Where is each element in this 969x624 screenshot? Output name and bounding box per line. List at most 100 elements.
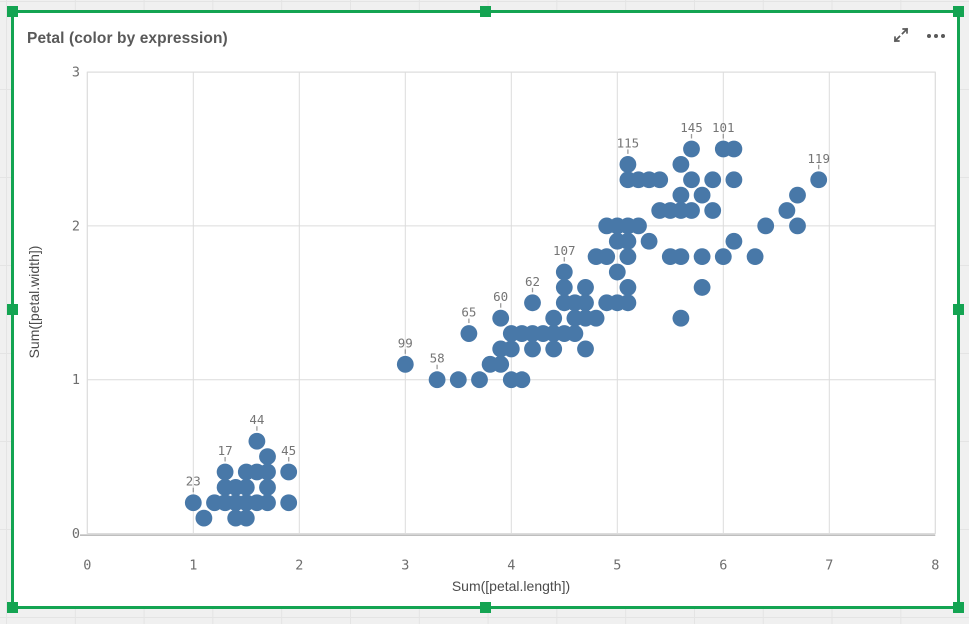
scatter-chart-object[interactable]: Petal (color by expression) (14, 13, 957, 606)
data-point[interactable] (683, 140, 700, 158)
data-point[interactable] (524, 340, 541, 358)
data-point[interactable] (555, 279, 573, 296)
point-label: 23 (186, 474, 201, 489)
resize-handle-top-right[interactable] (953, 6, 964, 17)
resize-handle-top[interactable] (480, 6, 491, 17)
expand-icon (893, 27, 909, 46)
data-point[interactable] (725, 232, 743, 250)
data-point[interactable] (587, 309, 605, 327)
data-point[interactable] (237, 478, 255, 496)
x-tick-label: 7 (825, 558, 833, 574)
data-point[interactable] (555, 263, 573, 281)
data-point[interactable] (513, 371, 531, 389)
y-tick-label: 3 (72, 65, 80, 81)
point-label: 145 (680, 120, 703, 135)
resize-handle-bottom[interactable] (480, 602, 491, 613)
data-point[interactable] (502, 340, 520, 358)
data-point[interactable] (651, 171, 669, 189)
data-point[interactable] (757, 217, 775, 235)
point-label: 107 (553, 243, 576, 258)
point-label: 17 (218, 443, 233, 458)
data-point[interactable] (428, 371, 446, 389)
data-point[interactable] (216, 463, 234, 481)
data-point[interactable] (259, 494, 276, 512)
x-tick-label: 0 (83, 558, 91, 574)
y-axis-title: Sum([petal.width]) (26, 246, 42, 359)
point-label: 101 (712, 120, 735, 135)
resize-handle-right[interactable] (953, 304, 964, 315)
data-point[interactable] (280, 463, 298, 481)
data-point[interactable] (598, 248, 616, 266)
data-point[interactable] (619, 155, 637, 173)
data-point[interactable] (524, 294, 541, 312)
resize-handle-bottom-right[interactable] (953, 602, 964, 613)
data-point[interactable] (810, 171, 828, 189)
data-point[interactable] (619, 232, 637, 250)
data-point[interactable] (683, 171, 700, 189)
data-point[interactable] (683, 202, 700, 219)
data-point[interactable] (725, 140, 743, 158)
data-point[interactable] (280, 494, 298, 512)
data-point[interactable] (672, 186, 690, 204)
data-point[interactable] (693, 186, 711, 204)
point-label: 119 (807, 151, 830, 166)
data-point[interactable] (396, 355, 414, 373)
resize-handle-top-left[interactable] (7, 6, 18, 17)
data-point[interactable] (492, 355, 510, 373)
data-point[interactable] (237, 509, 255, 527)
ellipsis-icon (927, 34, 945, 38)
data-point[interactable] (789, 217, 806, 235)
data-point[interactable] (693, 279, 711, 296)
expand-button[interactable] (892, 27, 910, 45)
data-point[interactable] (492, 309, 510, 327)
resize-handle-left[interactable] (7, 304, 18, 315)
plot-border (86, 71, 936, 534)
data-point[interactable] (259, 463, 276, 481)
data-point[interactable] (630, 217, 647, 235)
chart-title: Petal (color by expression) (27, 30, 228, 47)
more-menu-button[interactable] (927, 27, 945, 45)
data-point[interactable] (259, 448, 276, 465)
point-label: 58 (430, 351, 445, 366)
data-point[interactable] (195, 509, 213, 527)
data-point[interactable] (672, 309, 690, 327)
data-point[interactable] (725, 171, 743, 189)
data-point[interactable] (778, 202, 796, 219)
data-point[interactable] (704, 171, 722, 189)
x-tick-label: 4 (507, 558, 515, 574)
data-point[interactable] (619, 248, 637, 266)
data-point[interactable] (184, 494, 202, 512)
point-label: 45 (281, 443, 296, 458)
y-tick-label: 0 (72, 526, 80, 542)
data-point[interactable] (619, 294, 637, 312)
data-point[interactable] (577, 340, 594, 358)
data-point[interactable] (608, 263, 626, 281)
data-point[interactable] (789, 186, 806, 204)
data-point[interactable] (449, 371, 467, 389)
data-point[interactable] (672, 155, 690, 173)
x-tick-label: 5 (613, 558, 621, 574)
data-point[interactable] (471, 371, 488, 389)
y-tick-label: 2 (72, 218, 80, 234)
data-point[interactable] (248, 432, 266, 450)
point-label: 115 (617, 135, 640, 150)
data-point[interactable] (566, 325, 584, 342)
data-point[interactable] (545, 309, 563, 327)
resize-handle-bottom-left[interactable] (7, 602, 18, 613)
data-point[interactable] (460, 325, 478, 342)
data-point[interactable] (619, 279, 637, 296)
data-point[interactable] (545, 340, 563, 358)
data-point[interactable] (746, 248, 764, 266)
data-point[interactable] (640, 232, 658, 250)
point-label: 99 (398, 335, 413, 350)
data-point[interactable] (704, 202, 722, 219)
data-point[interactable] (577, 279, 594, 296)
data-point[interactable] (577, 294, 594, 312)
data-point[interactable] (672, 248, 690, 266)
x-tick-label: 3 (401, 558, 409, 574)
x-tick-label: 6 (719, 558, 727, 574)
data-point[interactable] (693, 248, 711, 266)
data-point[interactable] (714, 248, 732, 266)
data-point[interactable] (259, 478, 276, 496)
